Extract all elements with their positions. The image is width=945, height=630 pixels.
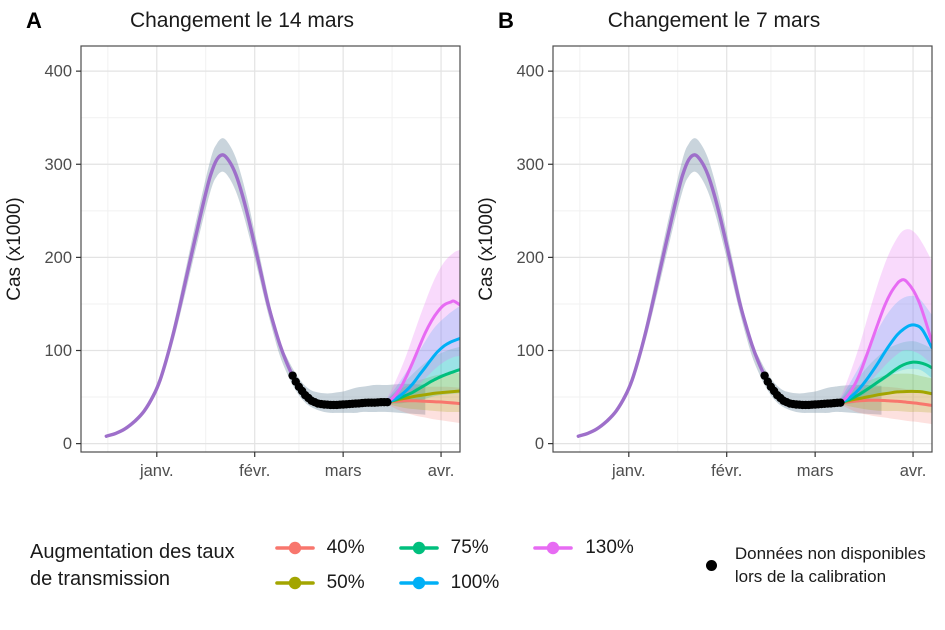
two-panel-figure: janv. févr. mars avr. 0 100 200 300 400 Changemen… [0,0,944,505]
panel-b-chart: janv. févr. mars avr. 0 100 200 300 400 Changemen… [472,0,944,505]
x-tick-label: mars [797,462,834,480]
legend-calibration: Données non disponibles lors de la calib… [705,543,926,588]
y-tick-label: 300 [44,156,72,174]
legend-items: 40% 50% 75% 100% 130% [274,537,634,594]
legend-title-line1: Augmentation des taux [30,541,235,564]
x-tick-label: avr. [900,462,927,480]
x-tick-label: janv. [611,462,646,480]
y-tick-label: 200 [44,249,72,267]
legend-item-50-label: 50% [326,572,365,593]
legend-key-100-icon [398,576,439,590]
legend-key-75-icon [398,541,439,555]
y-tick-label: 0 [535,435,544,453]
y-tick-label: 0 [63,435,72,453]
projection-line-130% [838,278,932,405]
y-tick-label: 300 [516,156,544,174]
y-tick-label: 100 [44,342,72,360]
projection-band-130% [840,229,932,404]
legend-item-100: 100% [398,572,500,594]
y-tick-label: 100 [516,342,544,360]
x-tick-label: mars [325,462,362,480]
legend-item-75: 75% [398,537,500,559]
projection-line-75% [838,360,932,405]
x-tick-label: févr. [239,462,270,480]
legend-key-40-icon [274,541,315,555]
projection-line-50% [838,389,932,405]
panel-label: A [26,8,42,33]
projection-line-40% [838,398,932,407]
panel-border [552,45,933,453]
panel-b-svg: janv. févr. mars avr. 0 100 200 300 400 Changemen… [476,8,933,480]
legend-item-75-label: 75% [450,537,489,558]
legend-item-50: 50% [274,572,365,594]
x-tick-label: févr. [711,462,742,480]
y-tick-label: 400 [44,63,72,81]
x-tick-label: janv. [139,462,174,480]
calibration-text-line2: lors de la calibration [734,566,887,586]
legend-title: Augmentation des taux de transmission [30,539,235,592]
legend-key-50-icon [274,576,315,590]
projection-band-40% [840,386,932,425]
projection-line-75% [385,368,460,404]
legend-item-130: 130% [533,537,634,559]
projection-line-100% [838,323,932,405]
calibration-text-line1: Données non disponibles [734,543,926,563]
projection-line-130% [385,299,460,404]
legend: Augmentation des taux de transmission 40… [0,505,945,630]
y-tick-label: 200 [516,249,544,267]
fit-confidence-band [578,138,882,438]
y-axis-label: Cas (x1000) [476,197,497,301]
calibration-unavailable-dots [288,371,392,410]
gridlines [553,46,932,452]
panel-title: Changement le 7 mars [608,9,820,32]
panel-a-svg: janv. févr. mars avr. 0 100 200 300 400 Changemen… [4,8,461,480]
calibration-text: Données non disponibles lors de la calib… [735,543,926,588]
calibration-dot-icon [705,560,717,571]
projection-band-130% [387,249,460,404]
legend-item-130-label: 130% [585,537,634,558]
calibration-unavailable-dots [760,371,845,410]
panel-title: Changement le 14 mars [130,9,354,32]
legend-item-40-label: 40% [326,537,365,558]
panel-border [80,45,461,453]
projection-line-100% [385,336,460,404]
panel-label: B [498,8,514,33]
legend-item-100-label: 100% [450,572,500,593]
y-tick-label: 400 [516,63,544,81]
legend-title-line2: de transmission [30,567,171,590]
projection-band-75% [840,341,932,404]
legend-item-40: 40% [274,537,365,559]
y-axis-label: Cas (x1000) [4,197,25,301]
panel-a-chart: janv. févr. mars avr. 0 100 200 300 400 Changemen… [0,0,472,505]
legend-key-130-icon [533,541,574,555]
gridlines [81,46,460,452]
x-tick-label: avr. [428,462,455,480]
